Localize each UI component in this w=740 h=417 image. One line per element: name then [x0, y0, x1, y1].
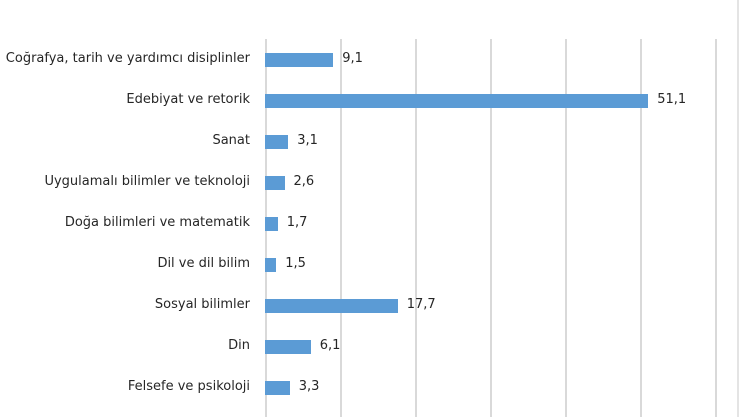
category-label: Edebiyat ve retorik: [126, 92, 250, 107]
category-label: Dil ve dil bilim: [157, 256, 250, 271]
value-label: 1,7: [286, 215, 308, 230]
gridline: [490, 39, 492, 417]
bar-row: Edebiyat ve retorik 51,1: [0, 91, 740, 111]
gridline: [415, 39, 417, 417]
value-label: 3,3: [298, 379, 320, 394]
value-label: 51,1: [657, 92, 687, 107]
gridline: [565, 39, 567, 417]
value-label: 17,7: [406, 297, 436, 312]
bar: [265, 299, 398, 313]
bar: [265, 381, 290, 395]
chart-frame-edge: [737, 0, 739, 417]
category-label: Coğrafya, tarih ve yardımcı disiplinler: [5, 51, 250, 66]
value-label: 2,6: [293, 174, 315, 189]
bar: [265, 217, 278, 231]
gridline: [340, 39, 342, 417]
category-label: Felsefe ve psikoloji: [127, 379, 250, 394]
category-label: Din: [228, 338, 250, 353]
bar-row: Dil ve dil bilim 1,5: [0, 255, 740, 275]
value-label: 3,1: [297, 133, 318, 148]
value-label: 6,1: [319, 338, 341, 353]
bar: [265, 53, 334, 67]
category-label: Uygulamalı bilimler ve teknoloji: [44, 174, 250, 189]
bar-row: Coğrafya, tarih ve yardımcı disiplinler 9…: [0, 50, 740, 70]
bar: [265, 135, 289, 149]
bar: [265, 94, 649, 108]
bar-row: Sosyal bilimler 17,7: [0, 296, 740, 316]
gridline: [640, 39, 642, 417]
bar-row: Felsefe ve psikoloji 3,3: [0, 378, 740, 398]
bar-row: Uygulamalı bilimler ve teknoloji 2,6: [0, 173, 740, 193]
bar: [265, 340, 311, 354]
bar: [265, 176, 285, 190]
value-label: 1,5: [285, 256, 306, 271]
bar-row: Doğa bilimleri ve matematik 1,7: [0, 214, 740, 234]
bar-row: Din 6,1: [0, 337, 740, 357]
bar: [265, 258, 277, 272]
category-label: Sosyal bilimler: [154, 297, 250, 312]
gridline: [715, 39, 717, 417]
category-label: Doğa bilimleri ve matematik: [64, 215, 250, 230]
value-label: 9,1: [342, 51, 363, 66]
category-label: Sanat: [212, 133, 250, 148]
bar-row: Sanat 3,1: [0, 132, 740, 152]
